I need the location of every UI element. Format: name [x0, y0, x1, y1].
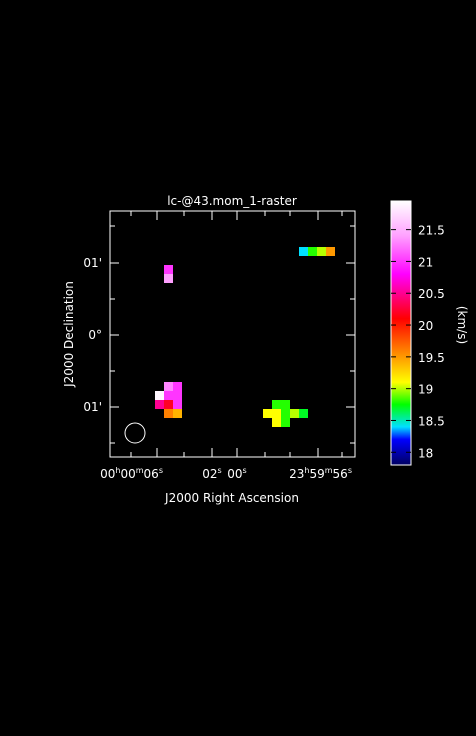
x-tick-label-part: m [136, 466, 144, 475]
x-tick-label: 00h00m06s [100, 466, 163, 481]
raster-pixel [299, 409, 308, 418]
x-tick-label-part: 00 [100, 467, 115, 481]
x-tick-label-part: m [325, 466, 333, 475]
raster-pixel [308, 247, 317, 256]
colorbar-tick-label: 20 [418, 319, 433, 333]
raster-pixel [272, 400, 281, 409]
colorbar [390, 200, 412, 466]
raster-pixel [263, 409, 272, 418]
raster-pixel [299, 247, 308, 256]
raster-pixel [155, 391, 164, 400]
axis-ticks [110, 211, 355, 457]
raster-pixel [290, 409, 299, 418]
raster-pixel [272, 418, 281, 427]
x-tick-label: 02s [202, 466, 221, 481]
x-tick-label-part: 23 [289, 467, 304, 481]
colorbar-tick-label: 21 [418, 255, 433, 269]
raster-pixel [326, 247, 335, 256]
colorbar-tick-label: 20.5 [418, 287, 445, 301]
raster-pixel [173, 409, 182, 418]
x-tick-label-part: 59 [309, 467, 324, 481]
raster-pixel [173, 382, 182, 391]
plot-frame [109, 210, 356, 458]
x-axis-label: J2000 Right Ascension [164, 491, 299, 505]
x-tick-label-part: h [304, 466, 309, 475]
raster-pixel [281, 418, 290, 427]
x-tick-label-part: 56 [333, 467, 348, 481]
x-tick-label-part: 00 [227, 467, 242, 481]
raster-pixel [164, 274, 173, 283]
chart-title: lc-@43.mom_1-raster [167, 194, 297, 208]
x-tick-label-part: h [115, 466, 120, 475]
raster-pixel [317, 247, 326, 256]
y-tick-label: 0° [88, 328, 102, 342]
y-axis-label: J2000 Declination [62, 281, 76, 388]
raster-pixel [173, 391, 182, 400]
raster-pixel [272, 409, 281, 418]
colorbar-tick-label: 21.5 [418, 224, 445, 238]
x-tick-label-part: s [159, 466, 163, 475]
x-tick-label-part: 00 [120, 467, 135, 481]
x-tick-label: 23h59m56s [289, 466, 352, 481]
y-tick-label: 01' [83, 256, 102, 270]
raster-pixel [164, 409, 173, 418]
colorbar-tick-label: 19.5 [418, 351, 445, 365]
x-tick-label-part: s [218, 466, 222, 475]
raster-pixel [281, 400, 290, 409]
x-tick-label-part: s [348, 466, 352, 475]
beam [124, 422, 146, 444]
x-tick-label-part: 02 [202, 467, 217, 481]
raster-pixel [173, 400, 182, 409]
raster-pixel [164, 400, 173, 409]
colorbar-tick-label: 18.5 [418, 414, 445, 428]
colorbar-tick-label: 18 [418, 446, 433, 460]
colorbar-tick-label: 19 [418, 383, 433, 397]
raster-pixel [164, 265, 173, 274]
x-tick-label-part: s [243, 466, 247, 475]
x-tick-label-part: 06 [144, 467, 159, 481]
y-tick-label: 01' [83, 400, 102, 414]
colorbar-label: (km/s) [455, 306, 469, 344]
raster-pixel [164, 382, 173, 391]
raster-pixel [155, 400, 164, 409]
raster-pixel [281, 409, 290, 418]
raster-pixel [164, 391, 173, 400]
x-tick-label: 00s [227, 466, 246, 481]
